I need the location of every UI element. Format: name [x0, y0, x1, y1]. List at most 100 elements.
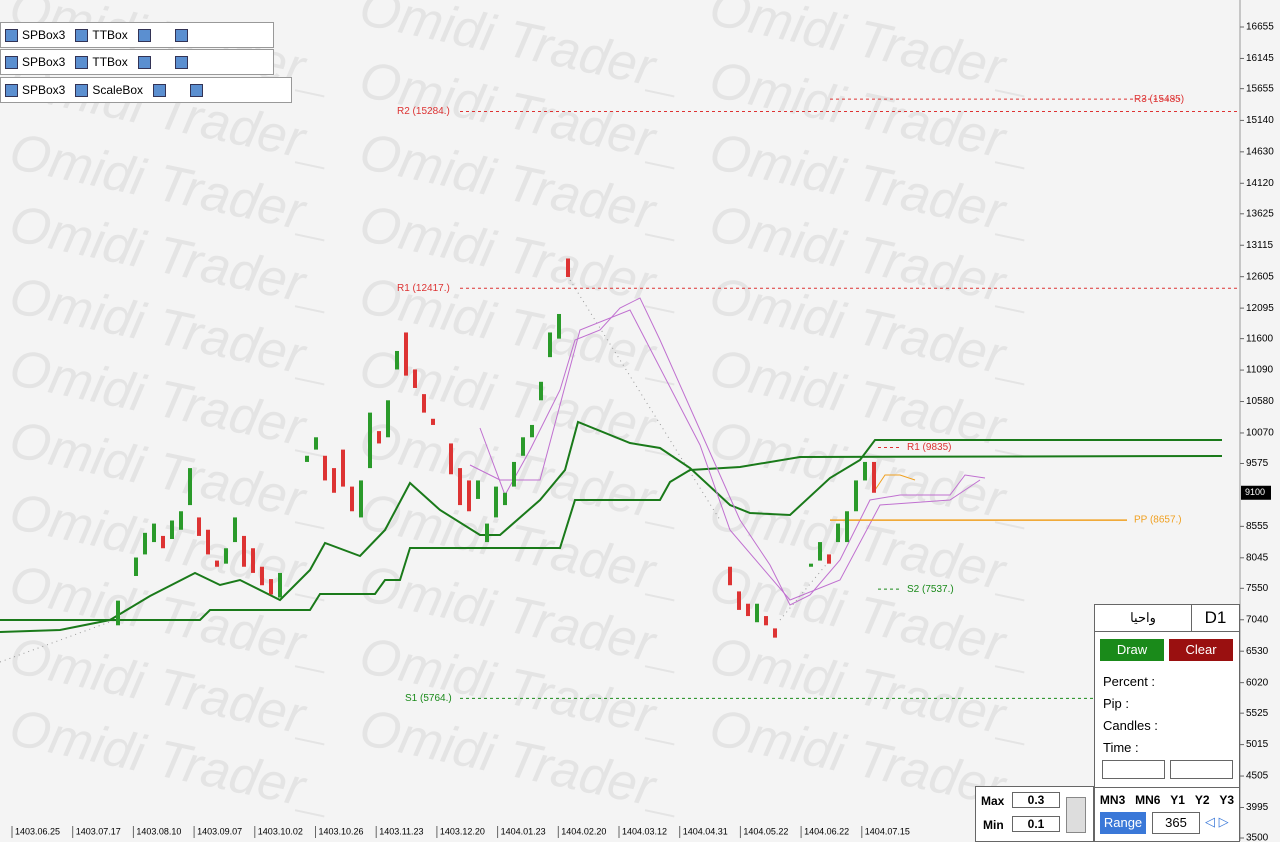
- candle: [224, 548, 228, 564]
- toolbar-row: SPBox3 ScaleBox: [0, 77, 292, 103]
- candle: [773, 628, 777, 638]
- candle: [557, 313, 561, 339]
- date-label: 1404.03.12: [622, 826, 667, 836]
- candle: [449, 443, 453, 475]
- candle: [305, 455, 309, 462]
- candle: [206, 529, 210, 555]
- price-label: 12605: [1246, 271, 1274, 282]
- indicator-line: [0, 455, 1223, 621]
- candle: [548, 332, 552, 358]
- price-label: 4505: [1246, 771, 1269, 782]
- candle: [251, 548, 255, 573]
- candle: [530, 424, 534, 438]
- candle: [476, 480, 480, 499]
- date-label: 1404.06.22: [804, 826, 849, 836]
- toolbar-label: ScaleBox: [92, 83, 144, 97]
- toolbar-label: SPBox3: [22, 55, 66, 69]
- min-value[interactable]: 0.1: [1012, 816, 1060, 832]
- price-label: 3500: [1246, 833, 1269, 841]
- clear-button[interactable]: Clear: [1169, 639, 1233, 661]
- input[interactable]: [1170, 760, 1233, 779]
- level-label: R2 (15284.): [397, 106, 450, 117]
- label[interactable]: Y3: [1219, 793, 1235, 807]
- price-label: 10580: [1246, 396, 1274, 407]
- date-label: 1404.01.23: [501, 826, 546, 836]
- max-label: Max: [981, 794, 1005, 808]
- candle: [809, 563, 813, 567]
- candle: [242, 535, 246, 567]
- price-label: 6530: [1246, 646, 1269, 657]
- price-label: 16655: [1246, 22, 1274, 33]
- input[interactable]: [1102, 760, 1165, 779]
- price-label: 11090: [1246, 365, 1274, 376]
- candle: [494, 486, 498, 518]
- date-label: 1404.02.20: [561, 826, 606, 836]
- max-value[interactable]: 0.3: [1012, 792, 1060, 808]
- price-label: 7040: [1246, 614, 1269, 625]
- candle: [503, 492, 507, 506]
- candle: [377, 431, 381, 444]
- candle: [764, 616, 768, 626]
- candle: [215, 560, 219, 567]
- date-label: 1403.07.17: [76, 826, 121, 836]
- candle: [755, 603, 759, 623]
- date-label: 1404.04.31: [683, 826, 728, 836]
- toolbar-label: TTBox: [92, 28, 128, 42]
- current-price-box: [1241, 485, 1271, 500]
- price-label: 12095: [1246, 303, 1274, 314]
- candle: [872, 461, 876, 493]
- candle: [413, 369, 417, 388]
- price-label: 6020: [1246, 677, 1269, 688]
- label[interactable]: Y1: [1170, 793, 1185, 807]
- price-label: 9575: [1246, 458, 1269, 469]
- price-label: 15140: [1246, 115, 1274, 126]
- level-label: PP (8657.): [1134, 515, 1182, 526]
- range-button[interactable]: Range: [1100, 812, 1146, 834]
- date-label: 1404.05.22: [743, 826, 788, 836]
- draw-button[interactable]: Draw: [1100, 639, 1164, 661]
- price-label: 3995: [1246, 802, 1269, 813]
- band-line: [469, 309, 981, 601]
- date-label: 1403.12.20: [440, 826, 485, 836]
- candle: [512, 461, 516, 487]
- date-label: 1403.06.25: [15, 826, 60, 836]
- band-line: [874, 474, 916, 491]
- candle: [746, 603, 750, 617]
- candle: [332, 468, 336, 493]
- indicator-line: [0, 420, 1222, 633]
- candle: [422, 394, 426, 413]
- candle: [233, 517, 237, 543]
- label[interactable]: MN6: [1135, 793, 1161, 807]
- candle: [485, 523, 489, 543]
- scale-box: Max 0.3 Min 0.1: [975, 786, 1094, 842]
- price-label: 5525: [1246, 708, 1269, 719]
- label: Pip :: [1103, 696, 1130, 711]
- level-label: R3 (15485): [1134, 94, 1184, 105]
- candle: [728, 566, 732, 586]
- price-label: 16145: [1246, 53, 1274, 64]
- candle: [152, 523, 156, 543]
- label[interactable]: MN3: [1099, 793, 1126, 807]
- range-value[interactable]: 365: [1152, 812, 1200, 834]
- label: Candles :: [1103, 718, 1158, 733]
- date-label: 1404.07.15: [865, 826, 910, 836]
- scale-icon[interactable]: [1066, 797, 1086, 833]
- toolbar-label: SPBox3: [22, 83, 66, 97]
- symbol: واحیا: [1095, 605, 1192, 632]
- arrows[interactable]: ◁ ▷: [1205, 814, 1229, 829]
- price-label: 13625: [1246, 208, 1274, 219]
- dotted-line: [0, 279, 831, 663]
- min-label: Min: [983, 818, 1004, 832]
- price-label: 14630: [1246, 146, 1274, 157]
- price-label: 14120: [1246, 178, 1274, 189]
- date-label: 1403.09.07: [197, 826, 242, 836]
- level-label: R1 (12417.): [397, 283, 450, 294]
- candle: [116, 600, 120, 626]
- candle: [323, 455, 327, 481]
- label: Percent :: [1103, 674, 1156, 689]
- timeframe: D1: [1192, 605, 1239, 632]
- candle: [395, 350, 399, 370]
- label[interactable]: Y2: [1194, 793, 1210, 807]
